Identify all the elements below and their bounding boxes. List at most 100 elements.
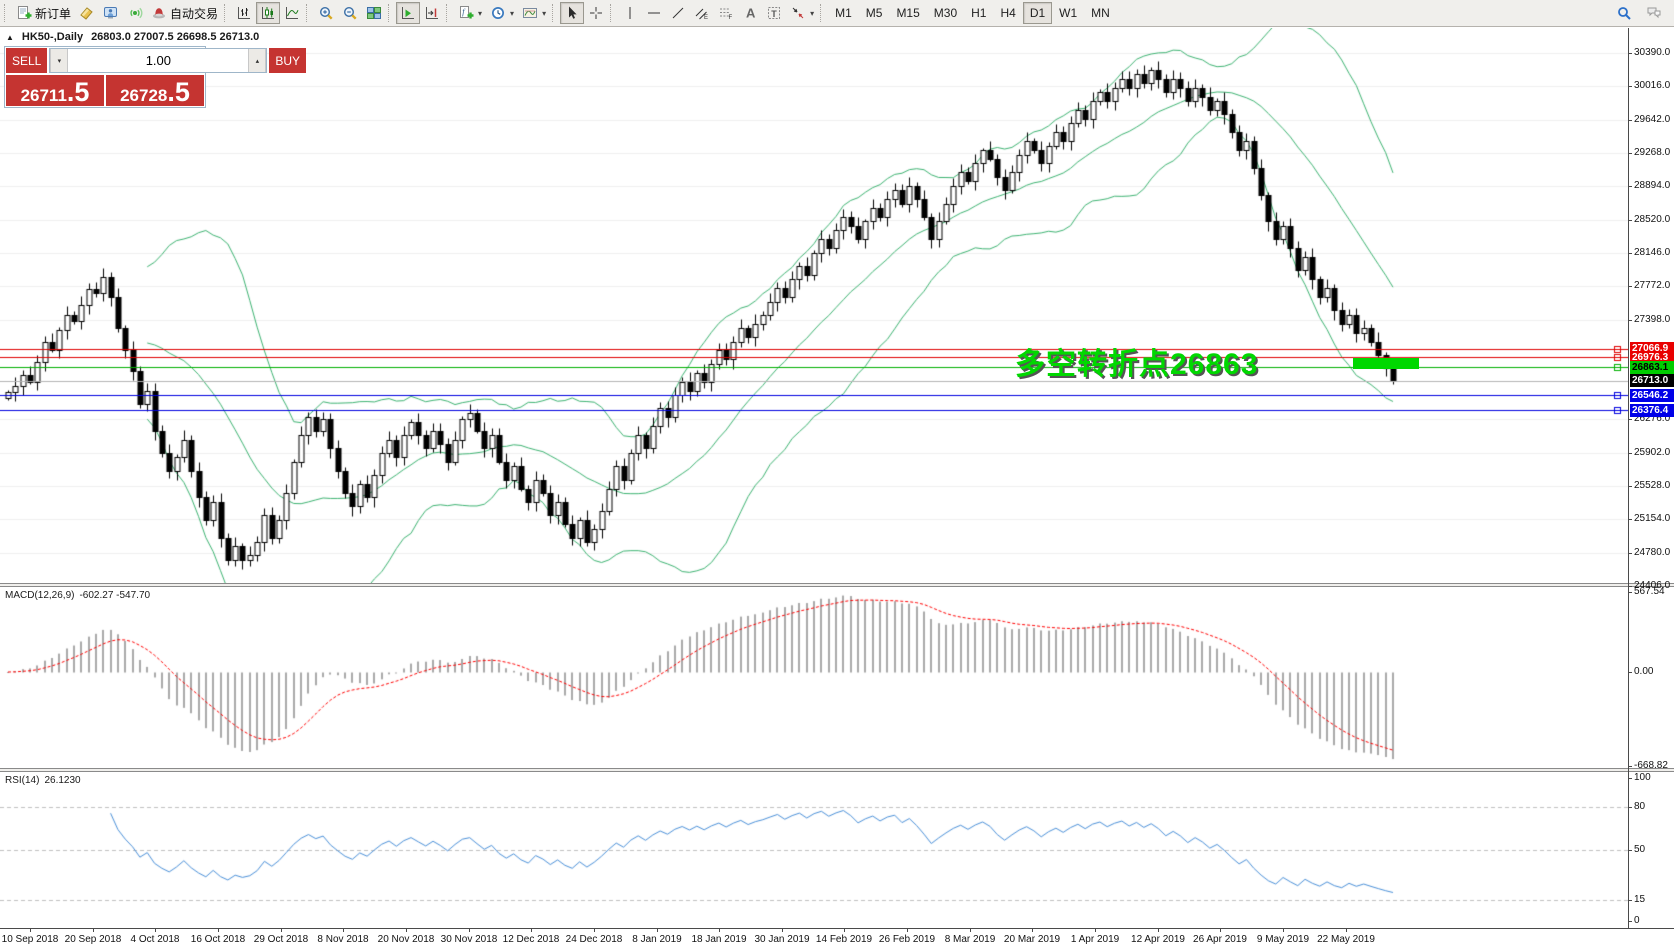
equidistant-channel-icon: E <box>694 5 710 21</box>
profile-button[interactable] <box>99 2 123 24</box>
toolbar-group-handle[interactable] <box>306 4 311 22</box>
periods-button[interactable]: ▾ <box>486 2 518 24</box>
autotrading-button[interactable]: 自动交易 <box>147 2 222 24</box>
tf-m5-button[interactable]: M5 <box>859 2 890 24</box>
price-chart-canvas[interactable] <box>0 28 1628 583</box>
tf-h4-button[interactable]: H4 <box>993 2 1022 24</box>
volume-control: ▾ ▴ <box>49 48 268 73</box>
axis-tick <box>1629 766 1632 767</box>
one-click-trading-panel: SELL ▾ ▴ BUY 26711.5 26728.5 <box>4 46 307 108</box>
chevron-down-icon[interactable]: ▾ <box>542 8 547 18</box>
new-order-button[interactable]: 新订单 <box>12 2 75 24</box>
text-label-button[interactable]: T <box>762 2 786 24</box>
macd-canvas[interactable] <box>0 587 1628 768</box>
toolbar-group-handle[interactable] <box>820 4 825 22</box>
tf-m30-label: M30 <box>933 6 958 20</box>
axis-tick-label: 0 <box>1634 915 1640 926</box>
chevron-down-icon[interactable]: ▾ <box>510 8 515 18</box>
tile-windows-button[interactable] <box>362 2 386 24</box>
cursor-button[interactable] <box>560 2 585 24</box>
auto-scroll-icon <box>400 5 416 21</box>
macd-pane[interactable] <box>0 587 1628 768</box>
tf-mn-button[interactable]: MN <box>1084 2 1117 24</box>
axis-tick-label: 567.54 <box>1634 586 1665 597</box>
time-tick-label: 26 Apr 2019 <box>1193 934 1247 945</box>
tf-w1-button[interactable]: W1 <box>1052 2 1084 24</box>
toolbar-group-handle[interactable] <box>4 4 9 22</box>
sell-button[interactable]: SELL <box>6 48 48 73</box>
buy-button[interactable]: BUY <box>269 48 307 73</box>
toolbar-group-handle[interactable] <box>224 4 229 22</box>
fibonacci-button[interactable]: F <box>714 2 738 24</box>
chevron-down-icon[interactable]: ▾ <box>478 8 483 18</box>
tf-d1-button[interactable]: D1 <box>1022 2 1053 24</box>
bar-chart-button[interactable] <box>232 2 256 24</box>
indicators-button[interactable]: f ▾ <box>454 2 486 24</box>
tf-h1-label: H1 <box>971 6 987 20</box>
volume-input[interactable] <box>68 49 249 72</box>
auto-scroll-button[interactable] <box>396 2 421 24</box>
text-button[interactable]: A <box>738 2 762 24</box>
volume-decrease-button[interactable]: ▾ <box>50 49 69 72</box>
horizontal-line-button[interactable] <box>642 2 666 24</box>
candlestick-chart-button[interactable] <box>256 2 281 24</box>
time-tick-label: 1 Apr 2019 <box>1070 934 1120 945</box>
signal-button[interactable] <box>123 2 147 24</box>
chart-shift-button[interactable] <box>420 2 444 24</box>
autotrading-icon <box>151 5 167 21</box>
rsi-pane[interactable] <box>0 772 1628 928</box>
tf-h1-button[interactable]: H1 <box>964 2 993 24</box>
axis-tick <box>1629 220 1632 221</box>
sell-price-button[interactable]: 26711.5 <box>6 75 104 106</box>
new-order-label: 新订单 <box>35 6 72 21</box>
tf-m1-button[interactable]: M1 <box>828 2 859 24</box>
autotrading-label: 自动交易 <box>170 6 219 21</box>
buy-price-dec: .5 <box>167 77 190 108</box>
toolbar-group-handle[interactable] <box>610 4 615 22</box>
arrows-button[interactable]: ▾ <box>786 2 818 24</box>
trend-line-icon <box>670 5 686 21</box>
trend-line-button[interactable] <box>666 2 690 24</box>
rsi-canvas[interactable] <box>0 772 1628 928</box>
pane-splitter[interactable] <box>0 583 1674 587</box>
vertical-line-button[interactable] <box>618 2 642 24</box>
axis-tick <box>1629 153 1632 154</box>
search-button[interactable] <box>1612 2 1636 24</box>
chevron-down-icon[interactable]: ▾ <box>810 8 815 18</box>
crosshair-button[interactable] <box>584 2 608 24</box>
toolbar-group-handle[interactable] <box>552 4 557 22</box>
line-chart-button[interactable] <box>280 2 304 24</box>
volume-increase-button[interactable]: ▴ <box>248 49 267 72</box>
cursor-icon <box>564 5 580 21</box>
tf-h4-label: H4 <box>1000 6 1016 20</box>
buy-price-button[interactable]: 26728.5 <box>106 75 204 106</box>
eraser-button[interactable] <box>75 2 99 24</box>
templates-button[interactable]: ▾ <box>518 2 550 24</box>
main-chart-pane[interactable] <box>0 28 1628 583</box>
axis-tick-label: 30390.0 <box>1634 47 1671 58</box>
time-tick <box>782 929 783 932</box>
time-tick <box>93 929 94 932</box>
buy-price-int: 26728 <box>120 86 168 105</box>
axis-tick-label: 25154.0 <box>1634 513 1671 524</box>
tf-d1-label: D1 <box>1029 6 1046 20</box>
time-tick <box>281 929 282 932</box>
zoom-out-button[interactable] <box>338 2 362 24</box>
time-tick-label: 8 Jan 2019 <box>632 934 682 945</box>
axis-tick <box>1629 453 1632 454</box>
main-toolbar: 新订单 自动交易 f ▾ ▾ ▾ E F A T ▾ M1 M5 M15 M30 H1 H4 D1 W1 MN <box>0 0 1674 27</box>
equidistant-channel-button[interactable]: E <box>690 2 714 24</box>
zoom-in-button[interactable] <box>314 2 338 24</box>
tf-m30-button[interactable]: M30 <box>927 2 964 24</box>
level-price-label: 26376.4 <box>1630 404 1674 417</box>
fibonacci-icon: F <box>718 5 734 21</box>
tf-m15-button[interactable]: M15 <box>889 2 926 24</box>
chat-button[interactable] <box>1642 2 1666 24</box>
time-tick <box>1158 929 1159 932</box>
pane-splitter[interactable] <box>0 768 1674 772</box>
collapse-triangle-icon[interactable]: ▲ <box>6 33 14 42</box>
time-tick <box>30 929 31 932</box>
toolbar-group-handle[interactable] <box>446 4 451 22</box>
toolbar-group-handle[interactable] <box>388 4 393 22</box>
axis-tick <box>1629 120 1632 121</box>
